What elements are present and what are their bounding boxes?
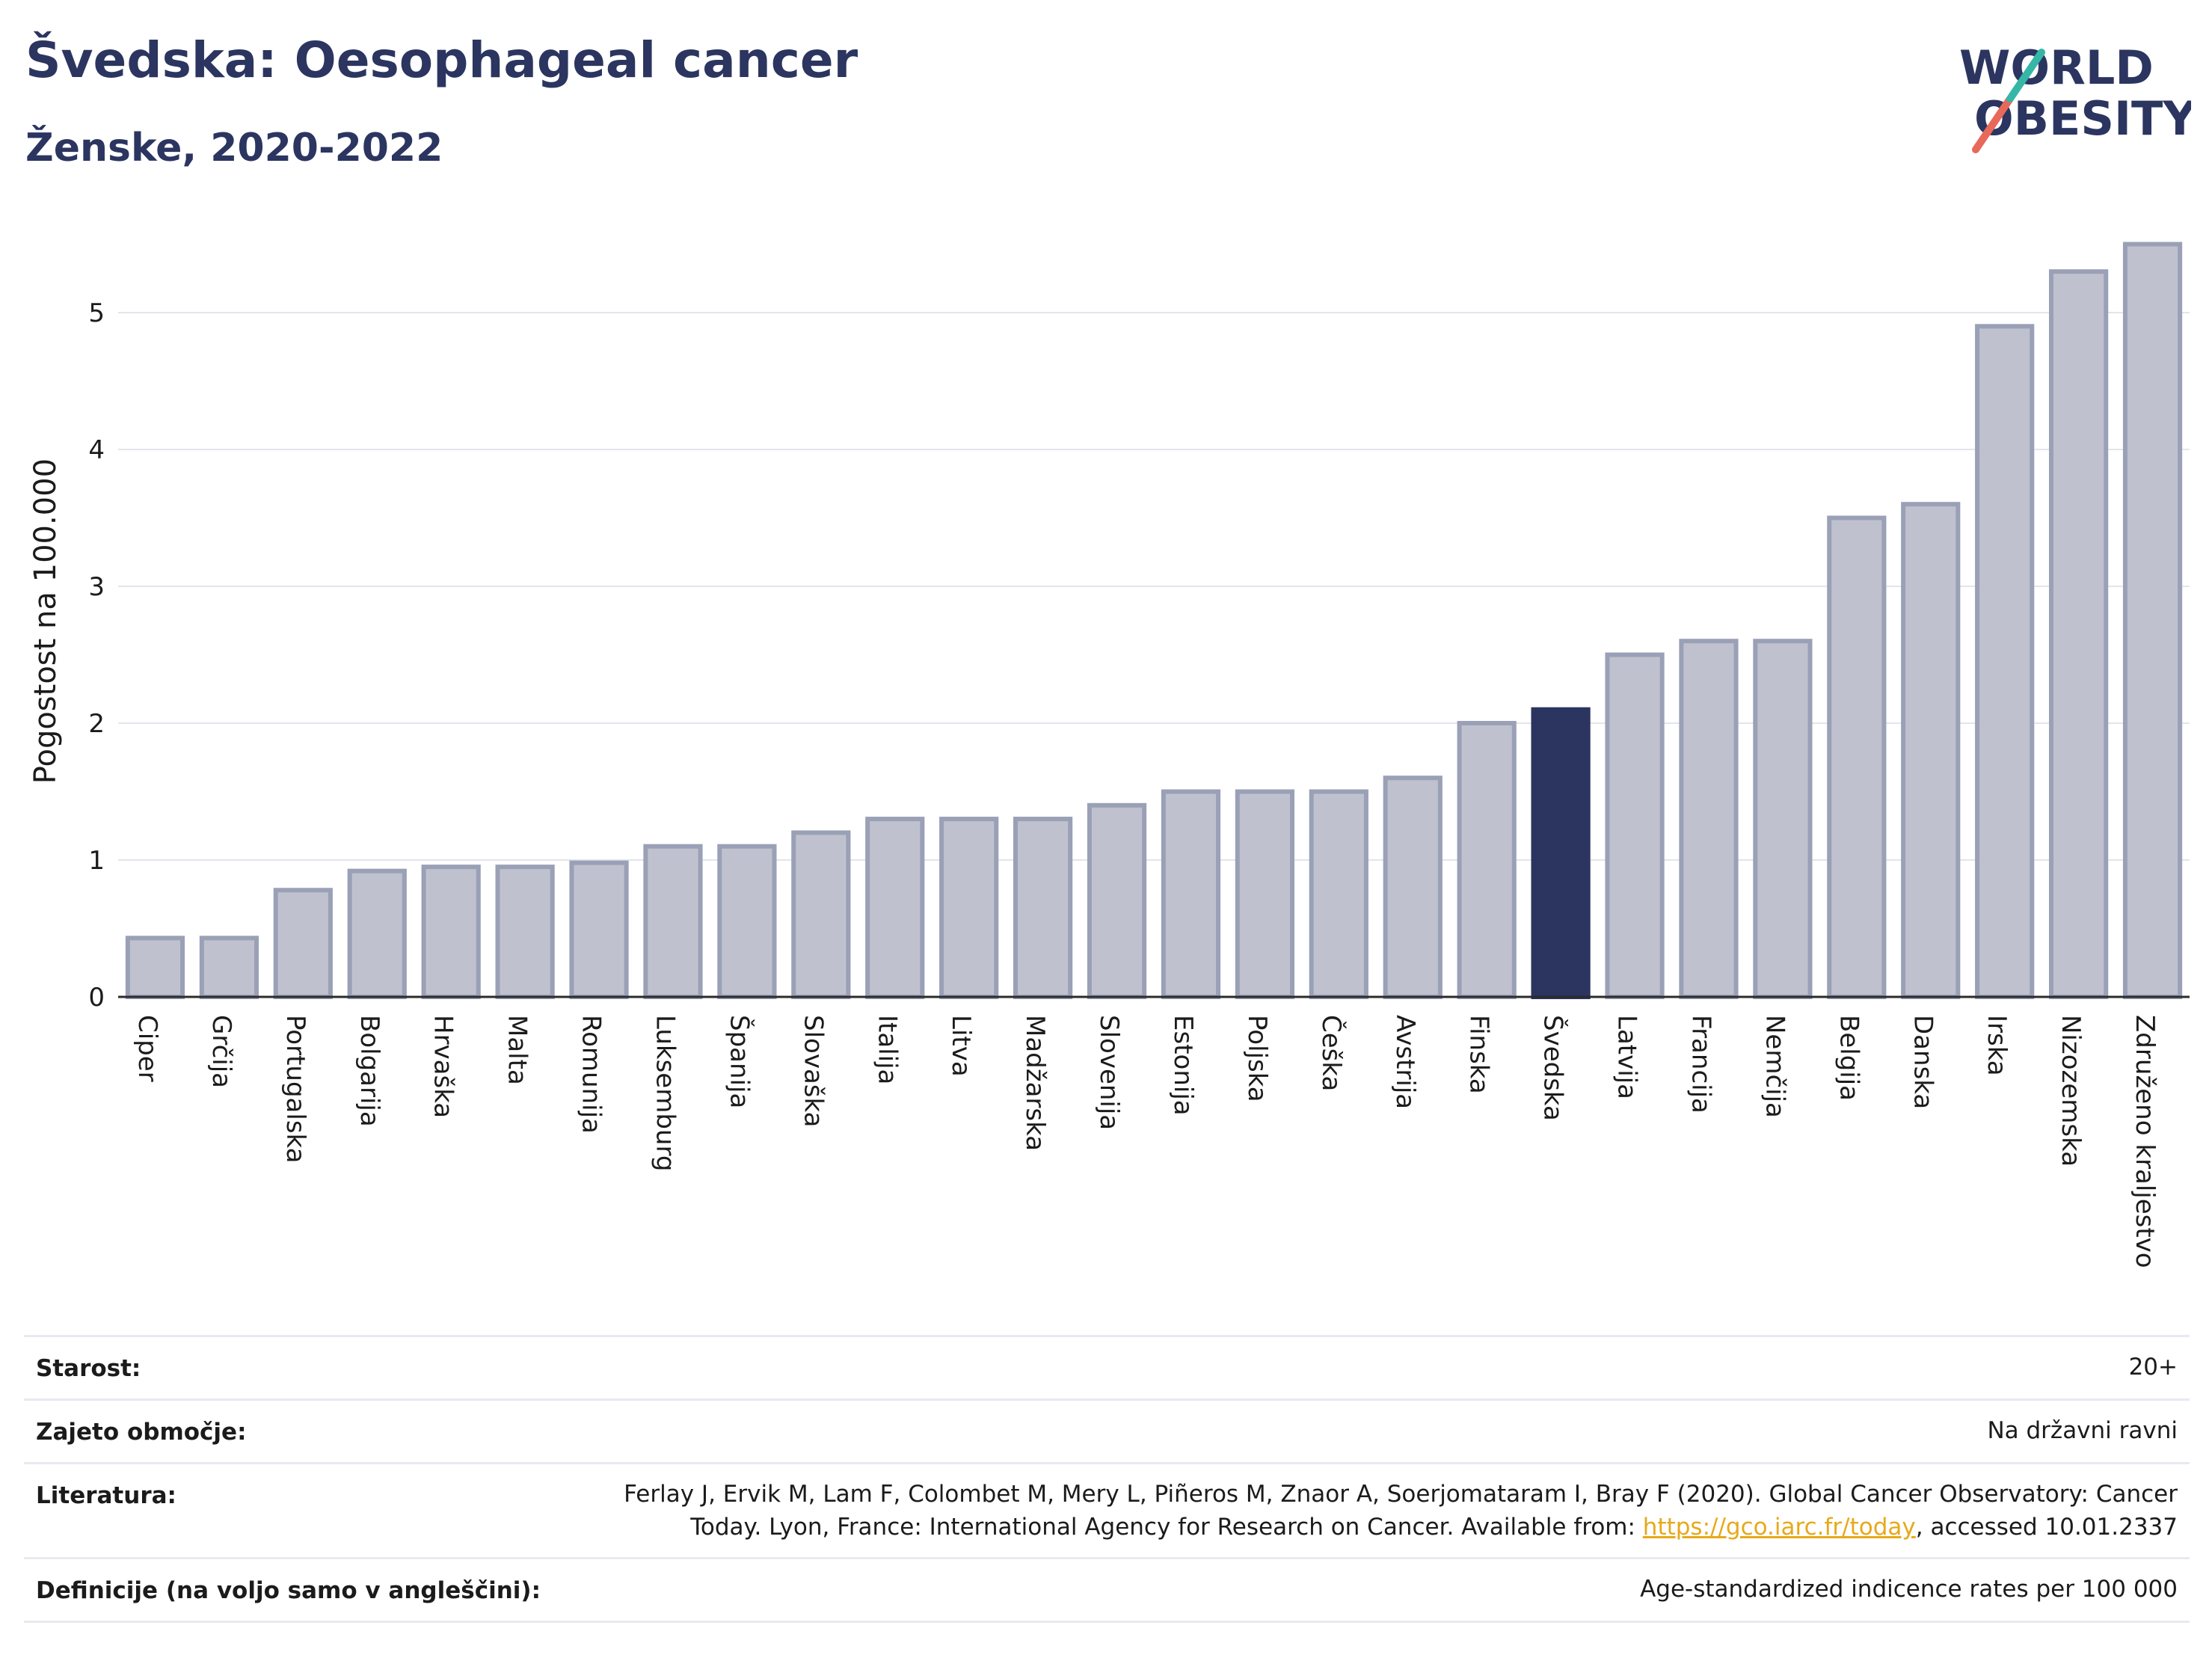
bars — [125, 242, 2183, 1000]
info-row-age: Starost: 20+ — [24, 1335, 2190, 1398]
x-tick-label: Belgija — [1834, 1015, 1864, 1101]
x-tick-label: Luksemburg — [650, 1015, 680, 1171]
area-label: Zajeto območje: — [36, 1419, 247, 1446]
x-tick-label: Nizozemska — [2056, 1015, 2086, 1167]
x-tick-label: Združeno kraljestvo — [2130, 1015, 2160, 1268]
bar-9 — [791, 830, 851, 1000]
x-tick-label: Francija — [1686, 1015, 1715, 1114]
info-row-literature: Literatura: Ferlay J, Ervik M, Lam F, Co… — [24, 1462, 2190, 1557]
x-tick-label: Avstrija — [1390, 1015, 1420, 1109]
bar-23 — [1827, 515, 1887, 999]
age-value: 20+ — [2128, 1354, 2178, 1381]
definitions-label: Definicije (na voljo samo v angleščini): — [36, 1577, 541, 1604]
x-tick-label: Španija — [724, 1015, 755, 1108]
y-tick-label: 2 — [88, 709, 105, 739]
bar-27 — [2122, 242, 2183, 999]
bar-4 — [421, 865, 481, 1000]
x-tick-label: Litva — [946, 1015, 976, 1077]
bar-18 — [1457, 721, 1517, 999]
bar-17 — [1383, 776, 1443, 999]
x-tick-label: Estonija — [1168, 1015, 1198, 1116]
x-tick-label: Bolgarija — [354, 1015, 384, 1127]
y-tick-label: 3 — [88, 572, 105, 602]
info-row-area: Zajeto območje: Na državni ravni — [24, 1398, 2190, 1462]
x-tick-label: Italija — [872, 1015, 902, 1084]
page-title: Švedska: Oesophageal cancer — [25, 31, 858, 89]
bar-12 — [1013, 817, 1073, 999]
y-tick-label: 5 — [88, 298, 105, 328]
definitions-value: Age-standardized indicence rates per 100… — [1640, 1576, 2178, 1603]
literature-value: Ferlay J, Ervik M, Lam F, Colombet M, Me… — [624, 1478, 2178, 1544]
bar-24 — [1901, 502, 1961, 999]
literature-line1: Ferlay J, Ervik M, Lam F, Colombet M, Me… — [624, 1481, 2178, 1508]
bar-21 — [1679, 639, 1739, 999]
y-tick-label: 1 — [88, 846, 105, 876]
bar-2 — [273, 888, 333, 1000]
x-tick-label: Slovenija — [1094, 1015, 1124, 1130]
logo-line1: WORLD — [1959, 40, 2154, 95]
x-tick-label: Češka — [1316, 1015, 1347, 1091]
x-tick-label: Portugalska — [280, 1015, 310, 1163]
bar-22 — [1753, 639, 1813, 999]
x-tick-label: Irska — [1982, 1015, 2012, 1076]
bar-6 — [569, 860, 629, 1000]
bar-13 — [1087, 802, 1147, 1000]
x-tick-label: Švedska — [1538, 1015, 1569, 1121]
age-label: Starost: — [36, 1355, 141, 1382]
y-axis-ticks: 0 1 2 3 4 5 — [88, 298, 105, 1013]
bar-15 — [1235, 789, 1294, 999]
bar-19 — [1531, 707, 1591, 999]
x-tick-label: Poljska — [1242, 1015, 1272, 1102]
x-tick-label: Romunija — [577, 1015, 606, 1134]
x-tick-label: Malta — [503, 1015, 532, 1085]
x-tick-label: Madžarska — [1020, 1015, 1050, 1151]
literature-line2-pre: Today. Lyon, France: International Agenc… — [690, 1514, 1643, 1541]
info-table: Starost: 20+ Zajeto območje: Na državni … — [24, 1335, 2190, 1623]
info-row-definitions: Definicije (na voljo samo v angleščini):… — [24, 1557, 2190, 1623]
x-tick-label: Hrvaška — [428, 1015, 458, 1118]
y-tick-label: 0 — [88, 983, 105, 1013]
bar-16 — [1309, 789, 1368, 999]
x-axis-ticks: Ciper Grčija Portugalska Bolgarija Hrvaška Ma… — [132, 1015, 2160, 1268]
x-tick-label: Grčija — [206, 1015, 236, 1088]
bar-7 — [643, 844, 703, 999]
world-obesity-logo: WORLD OBESITY — [1959, 40, 2191, 153]
bar-8 — [717, 844, 777, 999]
bar-20 — [1605, 652, 1665, 999]
bar-14 — [1161, 789, 1221, 999]
bar-10 — [865, 817, 925, 999]
literature-link[interactable]: https://gco.iarc.fr/today — [1642, 1514, 1916, 1541]
x-tick-label: Finska — [1464, 1015, 1494, 1094]
literature-line2-post: , accessed 10.01.2337 — [1915, 1514, 2178, 1541]
x-tick-label: Danska — [1908, 1015, 1938, 1109]
x-tick-label: Latvija — [1612, 1015, 1642, 1099]
bar-26 — [2049, 269, 2109, 1000]
bar-25 — [1975, 324, 2035, 999]
bar-11 — [939, 817, 999, 999]
bar-chart: 0 1 2 3 4 5 Ciper Grčija Portugalska Bolgarija Hr… — [28, 242, 2190, 1268]
x-tick-label: Nemčija — [1760, 1015, 1789, 1118]
page-subtitle: Ženske, 2020-2022 — [25, 126, 443, 171]
area-value: Na državni ravni — [1987, 1417, 2178, 1444]
bar-0 — [125, 936, 185, 1000]
x-tick-label: Ciper — [132, 1015, 162, 1082]
x-tick-label: Slovaška — [798, 1015, 828, 1127]
literature-label: Literatura: — [36, 1482, 176, 1509]
y-tick-label: 4 — [88, 435, 105, 465]
bar-1 — [199, 936, 259, 1000]
y-axis-label: Pogostost na 100.000 — [28, 458, 63, 784]
bar-5 — [495, 865, 555, 1000]
bar-3 — [347, 868, 407, 1000]
